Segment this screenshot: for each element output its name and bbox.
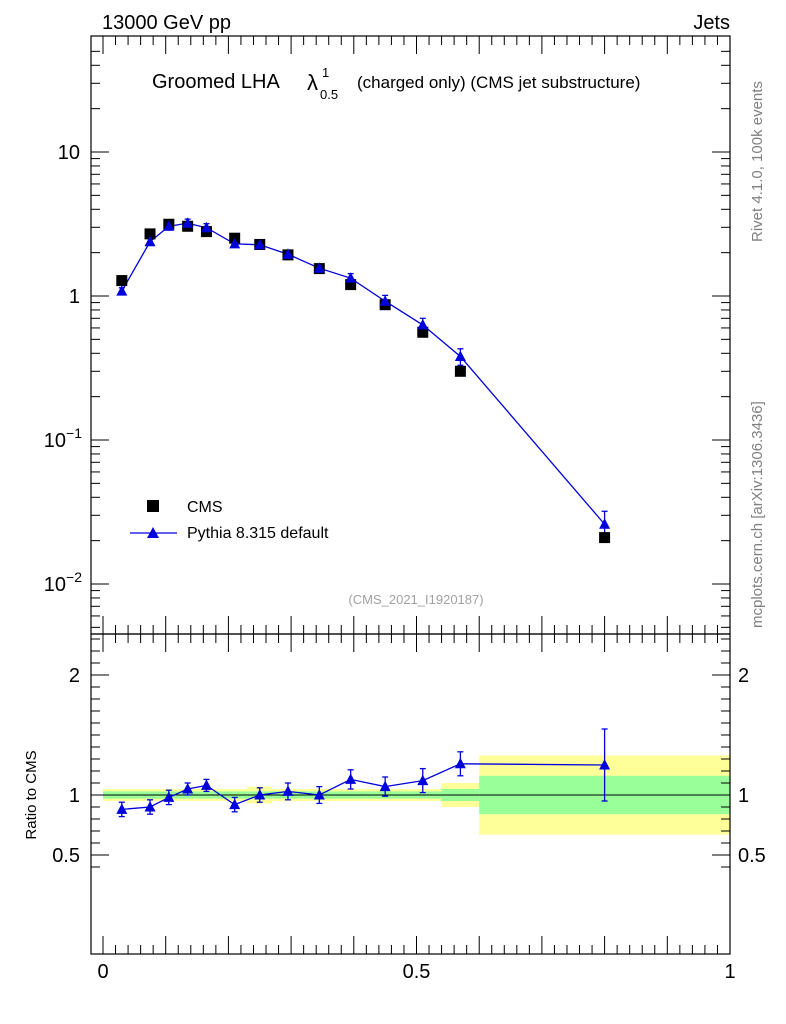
- ratio-y-tick-label-right: 1: [738, 785, 749, 807]
- mc-point: [379, 295, 391, 306]
- ratio-mc-point: [313, 789, 325, 800]
- ratio-y-tick-label-left: 0.5: [52, 845, 80, 867]
- header-right: Jets: [693, 12, 730, 34]
- cms-point: [116, 275, 128, 287]
- legend-cms-marker: [147, 500, 159, 512]
- title-superscript: 1: [322, 65, 329, 80]
- main-y-tick-label: 10−1: [44, 425, 82, 452]
- ratio-y-tick-label-left: 1: [69, 785, 80, 807]
- ratio-x-tick-label: 1: [724, 961, 735, 983]
- legend-mc-marker: [147, 527, 159, 538]
- mc-point: [345, 272, 357, 283]
- mc-point: [163, 220, 175, 231]
- cms-point: [345, 279, 357, 291]
- title-main: Groomed LHA: [152, 71, 280, 93]
- mc-point: [599, 518, 611, 529]
- cms-point: [144, 228, 156, 240]
- mcplots-label: mcplots.cern.ch [arXiv:1306.3436]: [749, 401, 766, 628]
- main-y-tick-labels: 10 1 10−1 10−2: [44, 142, 82, 596]
- legend-mc-label: Pythia 8.315 default: [187, 525, 329, 542]
- ratio-mc-point: [254, 789, 266, 800]
- mc-point: [144, 235, 156, 247]
- ratio-ylabel: Ratio to CMS: [23, 750, 40, 839]
- ratio-mc-point: [182, 783, 194, 794]
- ratio-mc-line: [121, 763, 605, 811]
- ratio-y-tick-label-right: 2: [738, 665, 749, 687]
- mc-point: [454, 350, 466, 362]
- ratio-y-tick-label-right: 0.5: [738, 845, 766, 867]
- ratio-x-tick-label: 0.5: [403, 961, 431, 983]
- ratio-mc-point: [599, 759, 611, 770]
- legend-cms-label: CMS: [187, 499, 223, 516]
- ratio-mc-point: [163, 791, 175, 802]
- mc-point: [417, 318, 429, 330]
- main-y-tick-label: 1: [69, 286, 80, 308]
- ratio-mc-point: [379, 780, 391, 792]
- title-tail: (charged only) (CMS jet substructure): [357, 73, 640, 92]
- mc-point: [182, 217, 194, 228]
- cms-point: [454, 365, 466, 377]
- plot-title: Groomed LHA λ 1 0.5 (charged only) (CMS …: [152, 65, 640, 102]
- ratio-mc-point: [200, 779, 212, 790]
- main-frame: [90, 35, 731, 635]
- ratio-mc-point: [282, 785, 294, 796]
- ratio-y-tick-label-left: 2: [69, 665, 80, 687]
- ratio-mc-point: [229, 798, 241, 810]
- legend: CMS Pythia 8.315 default: [130, 499, 329, 542]
- main-axis-ticks: [91, 36, 731, 634]
- mc-point: [116, 285, 128, 296]
- cms-point: [417, 326, 429, 338]
- mc-point: [254, 238, 266, 250]
- ratio-bands: [103, 755, 730, 835]
- ratio-mc-point: [345, 773, 357, 784]
- mc-line: [121, 222, 606, 525]
- mc-point: [282, 248, 294, 259]
- ratio-x-tick-label: 0: [97, 961, 108, 983]
- mc-point: [313, 262, 325, 273]
- ratio-mc-point: [116, 803, 128, 814]
- rivet-label: Rivet 4.1.0, 100k events: [749, 81, 766, 242]
- main-y-tick-label: 10: [58, 142, 80, 164]
- title-symbol: λ: [307, 70, 318, 95]
- ratio-series: [116, 728, 611, 818]
- main-y-tick-label: 10−2: [44, 569, 82, 596]
- ratio-mc-point: [454, 757, 466, 769]
- mc-point: [229, 237, 241, 249]
- ratio-tick-labels: 0.5 0.5 1 1 2 2 0 0.5 1: [52, 665, 766, 983]
- analysis-id: (CMS_2021_I1920187): [348, 592, 483, 607]
- ratio-frame: [90, 633, 731, 955]
- main-series: [116, 217, 611, 544]
- header-left: 13000 GeV pp: [102, 12, 231, 34]
- ratio-axis-ticks: [91, 634, 731, 954]
- ratio-mc-point: [144, 801, 156, 812]
- mc-point: [200, 221, 212, 233]
- title-subscript: 0.5: [320, 87, 338, 102]
- ratio-mc-point: [417, 774, 429, 786]
- cms-point: [599, 532, 611, 544]
